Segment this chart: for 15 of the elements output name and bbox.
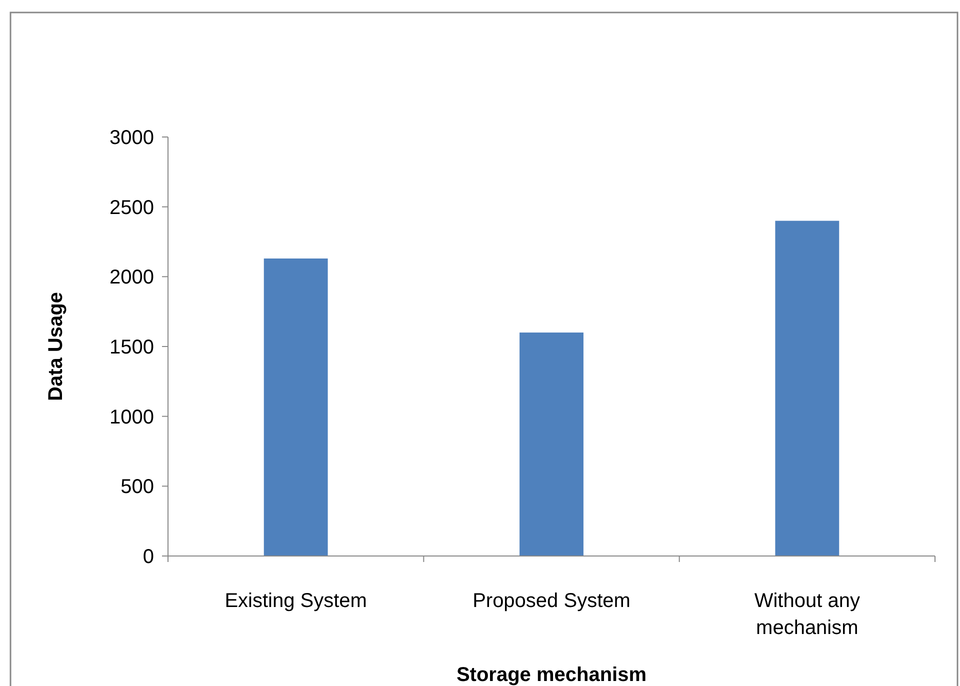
x-tick-label: Without any mechanism bbox=[754, 590, 860, 639]
y-tick-label: 1500 bbox=[110, 336, 154, 358]
x-axis-title: Storage mechanism bbox=[456, 664, 647, 686]
y-tick-label: 3000 bbox=[110, 127, 154, 149]
y-tick-label: 2500 bbox=[110, 196, 154, 219]
y-axis-title: Data Usage bbox=[45, 292, 67, 401]
x-tick-label: Existing System bbox=[224, 590, 367, 612]
bar bbox=[264, 258, 328, 556]
x-tick-label: Proposed System bbox=[472, 590, 630, 612]
y-tick-label: 1000 bbox=[110, 406, 154, 428]
y-tick-label: 500 bbox=[120, 476, 154, 498]
y-tick-label: 0 bbox=[142, 546, 154, 568]
bar bbox=[775, 220, 840, 556]
y-tick-label: 2000 bbox=[110, 266, 154, 289]
bar bbox=[520, 332, 584, 556]
